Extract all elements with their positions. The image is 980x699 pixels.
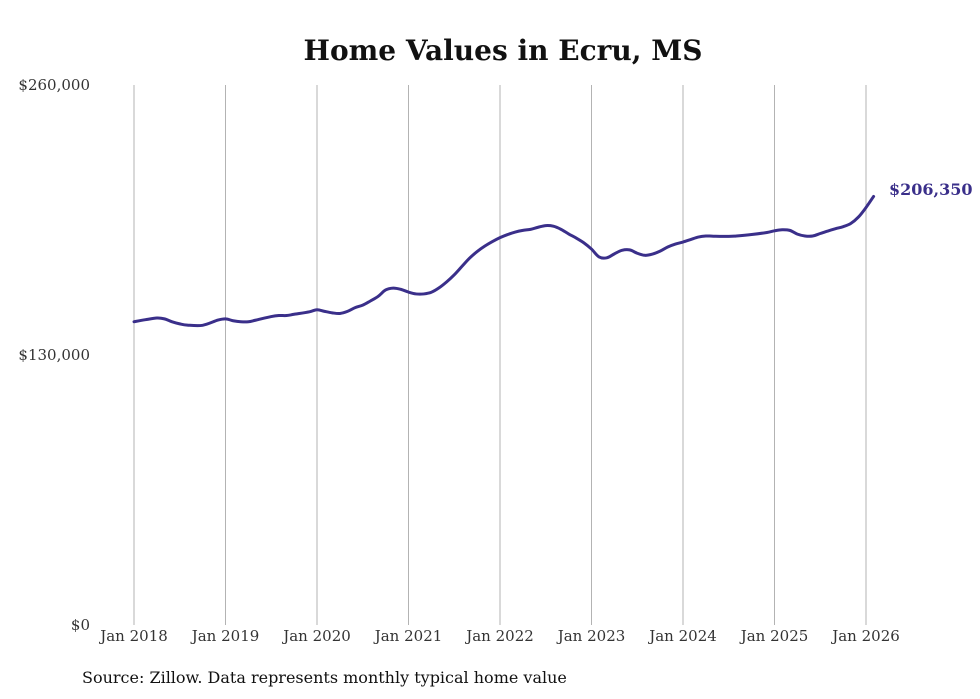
y-tick-label-0: $0 (71, 616, 90, 634)
series-layer (132, 194, 876, 328)
x-tick-label-2025: Jan 2025 (739, 627, 809, 645)
x-tick-label-2024: Jan 2024 (647, 627, 717, 645)
x-tick-label-2023: Jan 2023 (556, 627, 626, 645)
x-tick-label-2021: Jan 2021 (373, 627, 443, 645)
source-note: Source: Zillow. Data represents monthly … (82, 668, 567, 687)
series-line-home-value (132, 194, 876, 328)
end-value-label: $206,350 (889, 180, 973, 199)
x-axis: Jan 2018 Jan 2019 Jan 2020 Jan 2021 Jan 2022… (98, 627, 900, 645)
y-tick-label-130000: $130,000 (18, 346, 90, 364)
x-tick-label-2026: Jan 2026 (830, 627, 900, 645)
x-tick-label-2018: Jan 2018 (98, 627, 168, 645)
y-tick-label-260000: $260,000 (18, 76, 90, 94)
vertical-gridlines (133, 85, 867, 625)
chart-title: Home Values in Ecru, MS (304, 34, 703, 67)
x-tick-label-2020: Jan 2020 (281, 627, 351, 645)
x-tick-label-2022: Jan 2022 (464, 627, 534, 645)
y-axis: $0 $130,000 $260,000 (18, 76, 90, 634)
x-tick-label-2019: Jan 2019 (190, 627, 260, 645)
